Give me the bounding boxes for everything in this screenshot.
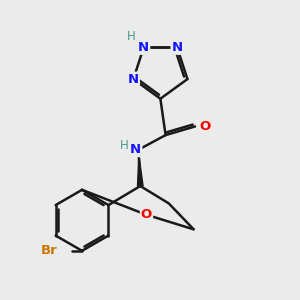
Text: H: H — [120, 139, 128, 152]
Text: O: O — [141, 208, 152, 221]
Text: H: H — [127, 31, 136, 44]
Polygon shape — [137, 155, 143, 186]
Text: N: N — [172, 41, 183, 54]
Text: O: O — [199, 120, 210, 133]
Text: Br: Br — [41, 244, 58, 257]
Text: N: N — [128, 73, 139, 85]
Text: N: N — [130, 143, 141, 156]
Text: N: N — [138, 41, 149, 54]
